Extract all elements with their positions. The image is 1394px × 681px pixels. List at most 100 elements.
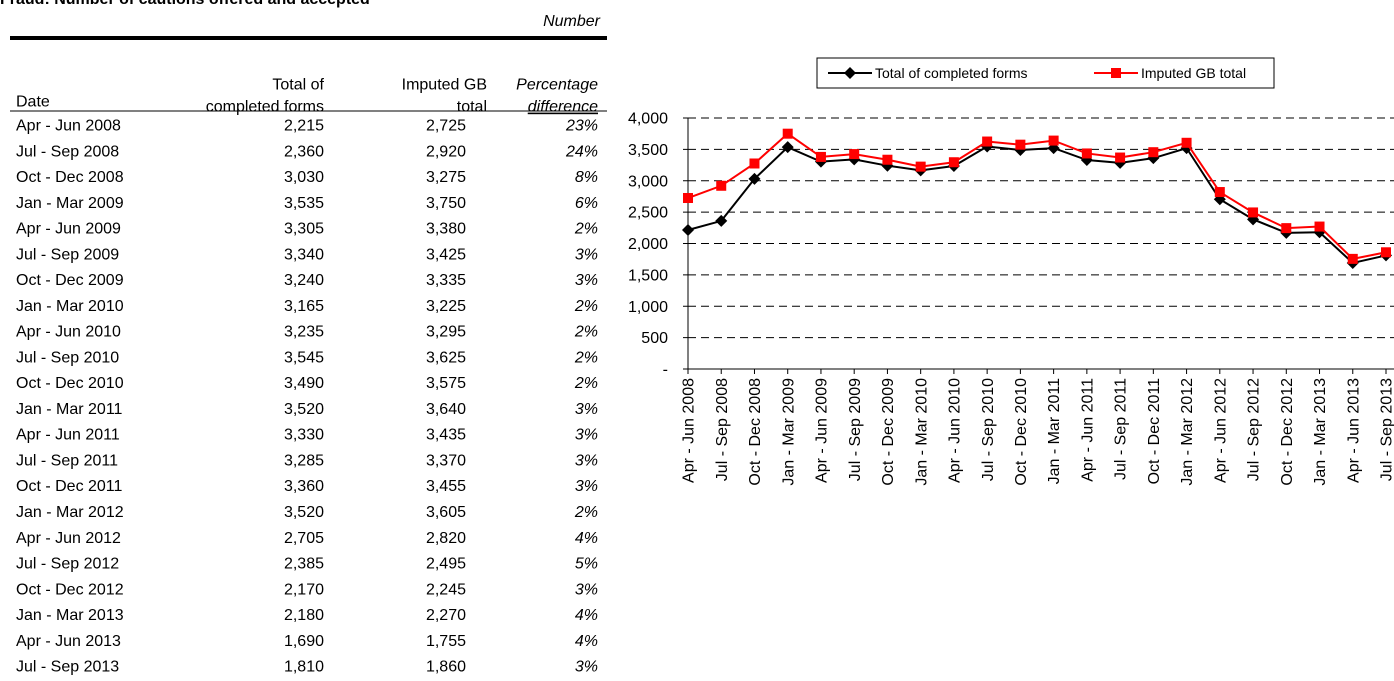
- table-cell: 3,295: [426, 324, 466, 341]
- x-tick-label: Jan - Mar 2013: [1312, 378, 1329, 486]
- x-tick-label: Jul - Sep 2009: [847, 378, 864, 481]
- marker: [948, 157, 959, 168]
- table-cell: 2%: [574, 221, 598, 238]
- marker: [749, 158, 760, 169]
- table-cell: 2%: [574, 504, 598, 521]
- column-header: Imputed GB: [402, 77, 487, 94]
- table-cell: 2,215: [284, 118, 324, 135]
- x-tick-label: Oct - Dec 2008: [747, 378, 764, 486]
- legend-box: [816, 57, 1275, 89]
- table-cell: Apr - Jun 2011: [16, 427, 120, 444]
- x-tick-label: Apr - Jun 2012: [1212, 378, 1229, 483]
- marker: [716, 180, 727, 191]
- table-cell: Jul - Sep 2008: [16, 143, 119, 160]
- table-cell: Oct - Dec 2010: [16, 375, 124, 392]
- table-cell: 2,245: [426, 581, 466, 598]
- table-cell: Apr - Jun 2010: [16, 324, 121, 341]
- column-header: total: [457, 99, 487, 116]
- marker: [1115, 152, 1126, 163]
- x-tick-label: Jul - Sep 2012: [1246, 378, 1263, 481]
- table-cell: 6%: [575, 195, 598, 212]
- table-cell: 1,810: [284, 659, 324, 676]
- series-line: [687, 145, 1387, 265]
- table-cell: 2%: [574, 375, 598, 392]
- marker: [1347, 253, 1358, 264]
- x-tick-label: Jul - Sep 2013: [1379, 378, 1394, 481]
- table-cell: 2,360: [284, 143, 324, 160]
- table-cell: 3%: [575, 427, 598, 444]
- x-tick-label: Apr - Jun 2011: [1079, 378, 1096, 482]
- table-cell: 2%: [574, 349, 598, 366]
- marker: [683, 193, 693, 204]
- marker: [815, 151, 826, 162]
- table-cell: Apr - Jun 2009: [16, 221, 121, 238]
- table-cell: Oct - Dec 2008: [16, 169, 124, 186]
- y-tick-label: 1,500: [628, 267, 668, 284]
- x-tick-label: Oct - Dec 2012: [1279, 378, 1296, 486]
- table-cell: 3,455: [426, 478, 466, 495]
- x-tick-label: Jul - Sep 2011: [1113, 378, 1130, 480]
- series-line: [687, 132, 1387, 260]
- table-cell: Oct - Dec 2012: [16, 581, 124, 598]
- table-cell: 3,605: [426, 504, 466, 521]
- table-cell: 3%: [575, 659, 598, 676]
- y-tick-label: 500: [641, 330, 668, 347]
- table-cell: 1,860: [426, 659, 466, 676]
- table-cell: 2%: [574, 298, 598, 315]
- y-tick-label: 2,000: [628, 236, 668, 253]
- column-header: completed forms: [206, 99, 324, 116]
- marker: [882, 154, 893, 165]
- table-cell: Jan - Mar 2011: [16, 401, 123, 418]
- table-cell: Jul - Sep 2012: [16, 556, 119, 573]
- table-cell: 3,360: [284, 478, 324, 495]
- table-cell: Apr - Jun 2013: [16, 633, 121, 650]
- table-cell: 3,490: [284, 375, 324, 392]
- x-tick-label: Apr - Jun 2008: [681, 378, 698, 483]
- table-cell: 1,755: [426, 633, 466, 650]
- table-cell: 3,520: [284, 401, 324, 418]
- table-cell: 4%: [575, 633, 598, 650]
- column-header: Percentage: [516, 77, 598, 94]
- table-cell: Jul - Sep 2009: [16, 246, 119, 263]
- table-cell: Apr - Jun 2008: [16, 118, 121, 135]
- y-tick-label: 3,000: [628, 173, 668, 190]
- table-cell: 1,690: [284, 633, 324, 650]
- table-cell: Jul - Sep 2011: [16, 452, 118, 469]
- table-cell: 2%: [574, 324, 598, 341]
- table-cell: 2,495: [426, 556, 466, 573]
- table-cell: 3,640: [426, 401, 466, 418]
- marker: [1111, 68, 1121, 78]
- legend-label: Imputed GB total: [1141, 65, 1246, 81]
- marker: [1281, 223, 1292, 234]
- table-cell: 5%: [575, 556, 598, 573]
- table-cell: 24%: [565, 143, 598, 160]
- table-cell: Jan - Mar 2009: [16, 195, 124, 212]
- table-cell: 2,270: [426, 607, 466, 624]
- table-cell: 3,435: [426, 427, 466, 444]
- table-cell: 3%: [575, 478, 598, 495]
- table-cell: 4%: [575, 530, 598, 547]
- table-title: Fraud: Number of cautions offered and ac…: [0, 0, 370, 8]
- marker: [1148, 147, 1159, 158]
- table-cell: 23%: [565, 118, 598, 135]
- x-tick-label: Apr - Jun 2009: [814, 378, 831, 483]
- marker: [1381, 247, 1391, 258]
- marker: [1015, 139, 1026, 150]
- marker: [915, 161, 926, 172]
- marker: [1214, 187, 1225, 198]
- table-cell: 3,370: [426, 452, 466, 469]
- table-cell: 3,340: [284, 246, 324, 263]
- x-tick-label: Jan - Mar 2009: [780, 378, 797, 486]
- table-cell: 3,380: [426, 221, 466, 238]
- table-cell: 3,335: [426, 272, 466, 289]
- table-cell: Jan - Mar 2013: [16, 607, 124, 624]
- table-cell: 3%: [575, 581, 598, 598]
- table-cell: Apr - Jun 2012: [16, 530, 121, 547]
- x-tick-label: Jan - Mar 2011: [1046, 378, 1063, 485]
- table-cell: Jul - Sep 2013: [16, 659, 119, 676]
- marker: [782, 128, 793, 139]
- table-cell: 3,330: [284, 427, 324, 444]
- table-cell: 3,535: [284, 195, 324, 212]
- table-cell: 3%: [575, 272, 598, 289]
